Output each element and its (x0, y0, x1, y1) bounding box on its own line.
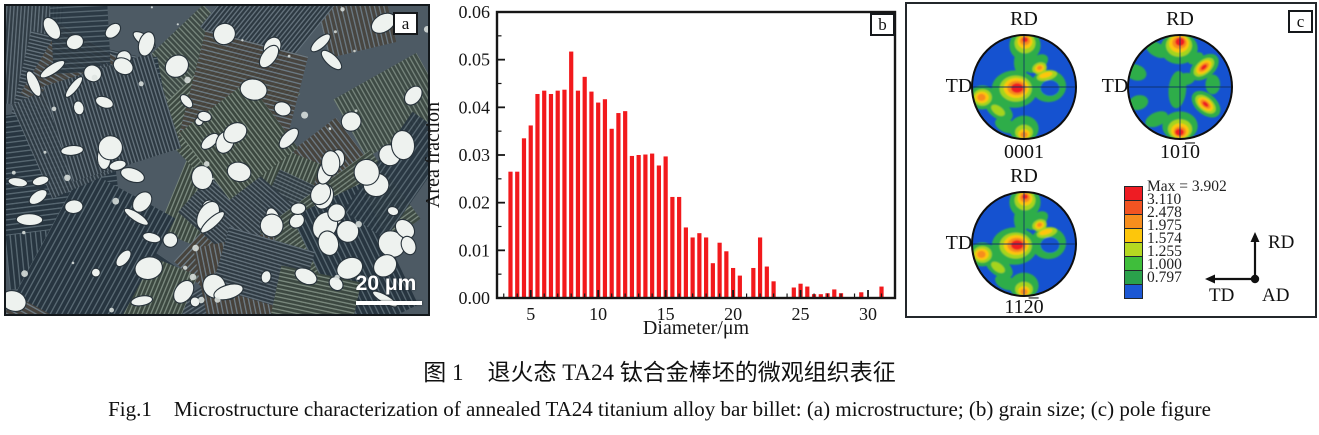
svg-text:15: 15 (657, 304, 675, 324)
color-scale-box (1124, 256, 1143, 271)
triad-rd-label: RD (1268, 232, 1294, 253)
color-scale-box (1124, 270, 1143, 285)
ad-origin-dot (1250, 274, 1260, 284)
color-scale-label: 1.000 (1147, 256, 1182, 273)
color-scale-label: 1.975 (1147, 217, 1182, 234)
pole-figure-panel: RD TD 0001 RD TD 101̅0 RD TD 112̅0 Max =… (905, 2, 1317, 318)
panel-label-b: b (870, 13, 895, 36)
color-scale-box (1124, 214, 1143, 229)
color-scale-label: Max = 3.902 (1147, 178, 1227, 195)
color-scale-label: 2.478 (1147, 204, 1182, 221)
micrograph-image (6, 6, 428, 314)
color-scale-box (1124, 242, 1143, 257)
color-scale-box (1124, 284, 1143, 299)
pole-figure-1120-title: 112̅0 (1004, 296, 1044, 318)
pole-figure-0001-rd-label: RD (1010, 8, 1038, 30)
triad-ad-label: AD (1262, 285, 1289, 306)
svg-text:0.04: 0.04 (459, 97, 491, 117)
grain-size-histogram: 5 10 15 20 25 30 0.00 0.01 0.02 0.03 0.04 0.05 0.06 D… (422, 2, 897, 339)
svg-text:0.06: 0.06 (459, 2, 491, 22)
rd-arrowhead-icon (1250, 232, 1260, 242)
svg-text:0.05: 0.05 (459, 50, 491, 70)
caption-zh-text: 退火态 TA24 钛合金棒坯的微观组织表征 (487, 360, 896, 385)
color-scale-label: 1.574 (1147, 230, 1182, 247)
pole-figure-1010-image (1127, 34, 1233, 140)
color-scale-legend: Max = 3.902 3.110 2.478 1.975 1.574 1.255 1.00… (1124, 178, 1254, 299)
pole-figure-1120-td-label: TD (945, 232, 973, 254)
micrograph-panel: 20 μm a (4, 4, 430, 316)
color-scale-label: 0.797 (1147, 269, 1182, 286)
panel-label-a: a (393, 12, 418, 35)
color-scale-box (1124, 200, 1143, 215)
caption-en-number: Fig.1 (108, 397, 152, 421)
svg-text:30: 30 (859, 304, 877, 324)
panel-label-c: c (1288, 10, 1313, 33)
td-arrowhead-icon (1205, 274, 1215, 284)
pole-figure-1120-rd-label: RD (1010, 165, 1038, 187)
color-scale-box (1124, 186, 1143, 201)
pole-figure-1010-rd-label: RD (1166, 8, 1194, 30)
svg-text:10: 10 (589, 304, 607, 324)
axes-triad: RD TD AD (1205, 232, 1294, 306)
color-scale-label: 3.110 (1147, 191, 1182, 208)
pole-figure-0001-title: 0001 (1004, 141, 1044, 163)
svg-text:0.03: 0.03 (459, 145, 491, 165)
svg-text:0.02: 0.02 (459, 193, 491, 213)
grain-size-chart-panel: 5 10 15 20 25 30 0.00 0.01 0.02 0.03 0.04 0.05 0.06 D… (422, 0, 900, 340)
svg-text:5: 5 (526, 304, 535, 324)
pole-figure-1010-title: 101̅0 (1160, 141, 1200, 163)
pole-figure-1010-td-label: TD (1101, 75, 1129, 97)
svg-text:Diameter/μm: Diameter/μm (643, 317, 750, 339)
color-scale-boxes (1124, 186, 1143, 299)
caption-zh-number: 图 1 (423, 360, 464, 385)
svg-text:20: 20 (724, 304, 742, 324)
figure-caption-zh: 图 1 退火态 TA24 钛合金棒坯的微观组织表征 (0, 353, 1319, 387)
histogram-bars (508, 51, 884, 299)
color-scale-label: 1.255 (1147, 243, 1182, 260)
scale-bar-label: 20 μm (355, 272, 417, 295)
triad-td-label: TD (1209, 285, 1234, 306)
svg-text:Area fraction: Area fraction (425, 102, 444, 208)
svg-text:0.01: 0.01 (459, 240, 491, 260)
pole-figure-0001-td-label: TD (945, 75, 973, 97)
scale-bar (356, 301, 422, 305)
color-scale-box (1124, 228, 1143, 243)
caption-en-text: Microstructure characterization of annea… (173, 397, 1211, 421)
figure-caption-en: Fig.1 Microstructure characterization of … (0, 397, 1319, 422)
svg-text:25: 25 (792, 304, 810, 324)
svg-text:0.00: 0.00 (459, 288, 491, 308)
pole-figure-1120-image (971, 191, 1077, 297)
pole-figure-0001-image (971, 34, 1077, 140)
